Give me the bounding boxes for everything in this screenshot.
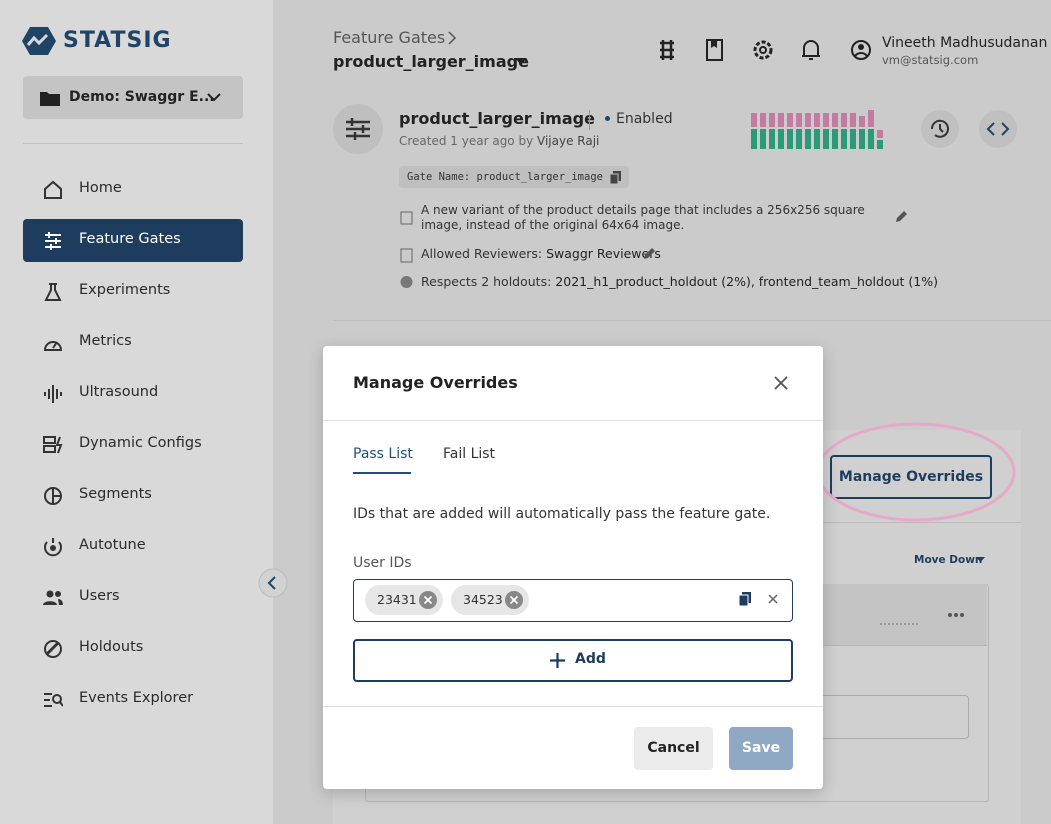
sidebar: STATSIG Demo: Swaggr E... Home Feature G… bbox=[0, 0, 273, 824]
chip-remove[interactable] bbox=[505, 591, 523, 609]
divider bbox=[23, 143, 243, 144]
creator: Vijaye Raji bbox=[537, 134, 600, 148]
nav-label: Events Explorer bbox=[79, 690, 194, 706]
nav-item[interactable]: Ultrasound bbox=[23, 372, 243, 415]
nav-item[interactable]: Dynamic Configs bbox=[23, 423, 243, 466]
reviewers: Allowed Reviewers: Swaggr Reviewers bbox=[421, 246, 661, 261]
nav-label: Users bbox=[79, 588, 120, 604]
pulse-sparkline bbox=[751, 110, 883, 149]
modal-description: IDs that are added will automatically pa… bbox=[353, 506, 771, 522]
user-email: vm@statsig.com bbox=[882, 53, 979, 67]
gate-icon bbox=[333, 104, 383, 154]
gate-created: Created 1 year ago by Vijaye Raji bbox=[399, 134, 599, 148]
modal-title: Manage Overrides bbox=[353, 373, 518, 392]
divider bbox=[333, 320, 1051, 321]
status-dot bbox=[605, 116, 610, 121]
project-name: Demo: Swaggr E... bbox=[69, 89, 215, 105]
nav-item-active[interactable]: Feature Gates bbox=[23, 219, 243, 262]
nav-label: Segments bbox=[79, 486, 152, 502]
breadcrumb-chevron bbox=[448, 31, 457, 45]
highlight-ellipse bbox=[816, 422, 1016, 522]
add-label: Add bbox=[575, 651, 606, 667]
nav-item[interactable]: Holdouts bbox=[23, 627, 243, 670]
reviewers-value: Swaggr Reviewers bbox=[546, 246, 661, 261]
chip-remove[interactable] bbox=[419, 591, 437, 609]
divider bbox=[823, 522, 1021, 523]
breadcrumb[interactable]: Feature Gates bbox=[333, 28, 446, 47]
ids-input[interactable]: 23431 34523 bbox=[353, 579, 793, 622]
clear-button[interactable] bbox=[768, 594, 778, 604]
copy-icon bbox=[609, 171, 621, 184]
folder-icon bbox=[40, 92, 60, 106]
modal: Manage Overrides Pass List Fail List IDs… bbox=[323, 346, 823, 789]
manage-overrides-button[interactable]: Manage Overrides bbox=[830, 455, 992, 499]
edit-icon[interactable] bbox=[642, 247, 656, 261]
divider bbox=[589, 110, 590, 130]
nav-item[interactable]: Metrics bbox=[23, 321, 243, 364]
nav-label: Dynamic Configs bbox=[79, 435, 202, 451]
copy-button[interactable] bbox=[739, 592, 751, 607]
project-selector[interactable]: Demo: Swaggr E... bbox=[23, 76, 243, 119]
nav-label: Home bbox=[79, 180, 122, 196]
title-dropdown[interactable] bbox=[515, 58, 527, 66]
tab[interactable]: Fail List bbox=[443, 446, 496, 462]
id-text: 23431 bbox=[377, 592, 417, 607]
nav-item[interactable]: Autotune bbox=[23, 525, 243, 568]
nav-item[interactable]: Users bbox=[23, 576, 243, 619]
reviewers-label: Allowed Reviewers: bbox=[421, 246, 543, 261]
edit-icon[interactable] bbox=[894, 210, 908, 224]
tab-underline bbox=[353, 472, 411, 474]
rule-menu[interactable] bbox=[880, 608, 970, 628]
header-icons[interactable] bbox=[655, 38, 875, 62]
nav-label: Ultrasound bbox=[79, 384, 159, 400]
gate-status: Enabled bbox=[616, 111, 673, 127]
gate-name: product_larger_image bbox=[399, 109, 595, 128]
id-chip: 23431 bbox=[365, 585, 443, 615]
nav-item[interactable]: Segments bbox=[23, 474, 243, 517]
nav-label: Autotune bbox=[79, 537, 146, 553]
page-title: product_larger_image bbox=[333, 52, 529, 71]
nav-label: Experiments bbox=[79, 282, 171, 298]
plus-icon bbox=[550, 653, 565, 668]
divider bbox=[323, 706, 823, 707]
id-chip: 34523 bbox=[451, 585, 529, 615]
created-text: Created 1 year ago by bbox=[399, 134, 534, 148]
logo-text: STATSIG bbox=[63, 28, 172, 53]
move-down[interactable]: Move Down bbox=[914, 554, 983, 566]
field-label: User IDs bbox=[353, 555, 412, 571]
chevron bbox=[976, 557, 985, 562]
holdouts: Respects 2 holdouts: 2021_h1_product_hol… bbox=[421, 274, 938, 289]
nav-item[interactable]: Experiments bbox=[23, 270, 243, 313]
nav-label: Metrics bbox=[79, 333, 132, 349]
holdouts-label: Respects 2 holdouts: bbox=[421, 274, 552, 289]
gate-actions[interactable] bbox=[920, 109, 1020, 149]
nav-label: Feature Gates bbox=[79, 231, 181, 247]
nav-item[interactable]: Events Explorer bbox=[23, 678, 243, 721]
add-button[interactable]: Add bbox=[353, 639, 793, 682]
tab-active[interactable]: Pass List bbox=[353, 446, 413, 462]
gate-name-label: Gate Name: product_larger_image bbox=[407, 171, 603, 183]
divider bbox=[323, 420, 823, 421]
gate-name-chip[interactable]: Gate Name: product_larger_image bbox=[399, 166, 629, 188]
close-button[interactable] bbox=[774, 376, 788, 390]
info-icons bbox=[400, 211, 413, 288]
chevron bbox=[207, 93, 221, 102]
holdouts-value: 2021_h1_product_holdout (2%), frontend_t… bbox=[555, 274, 938, 289]
user-name: Vineeth Madhusudanan bbox=[882, 35, 1048, 51]
id-text: 34523 bbox=[463, 592, 503, 607]
collapse-button[interactable] bbox=[258, 568, 288, 598]
cancel-button[interactable]: Cancel bbox=[634, 727, 713, 770]
rule-input bbox=[800, 695, 969, 739]
nav-item[interactable]: Home bbox=[23, 168, 243, 211]
save-button[interactable]: Save bbox=[729, 727, 793, 770]
nav-label: Holdouts bbox=[79, 639, 144, 655]
gate-description: A new variant of the product details pag… bbox=[421, 203, 865, 232]
logo-icon bbox=[22, 27, 56, 55]
